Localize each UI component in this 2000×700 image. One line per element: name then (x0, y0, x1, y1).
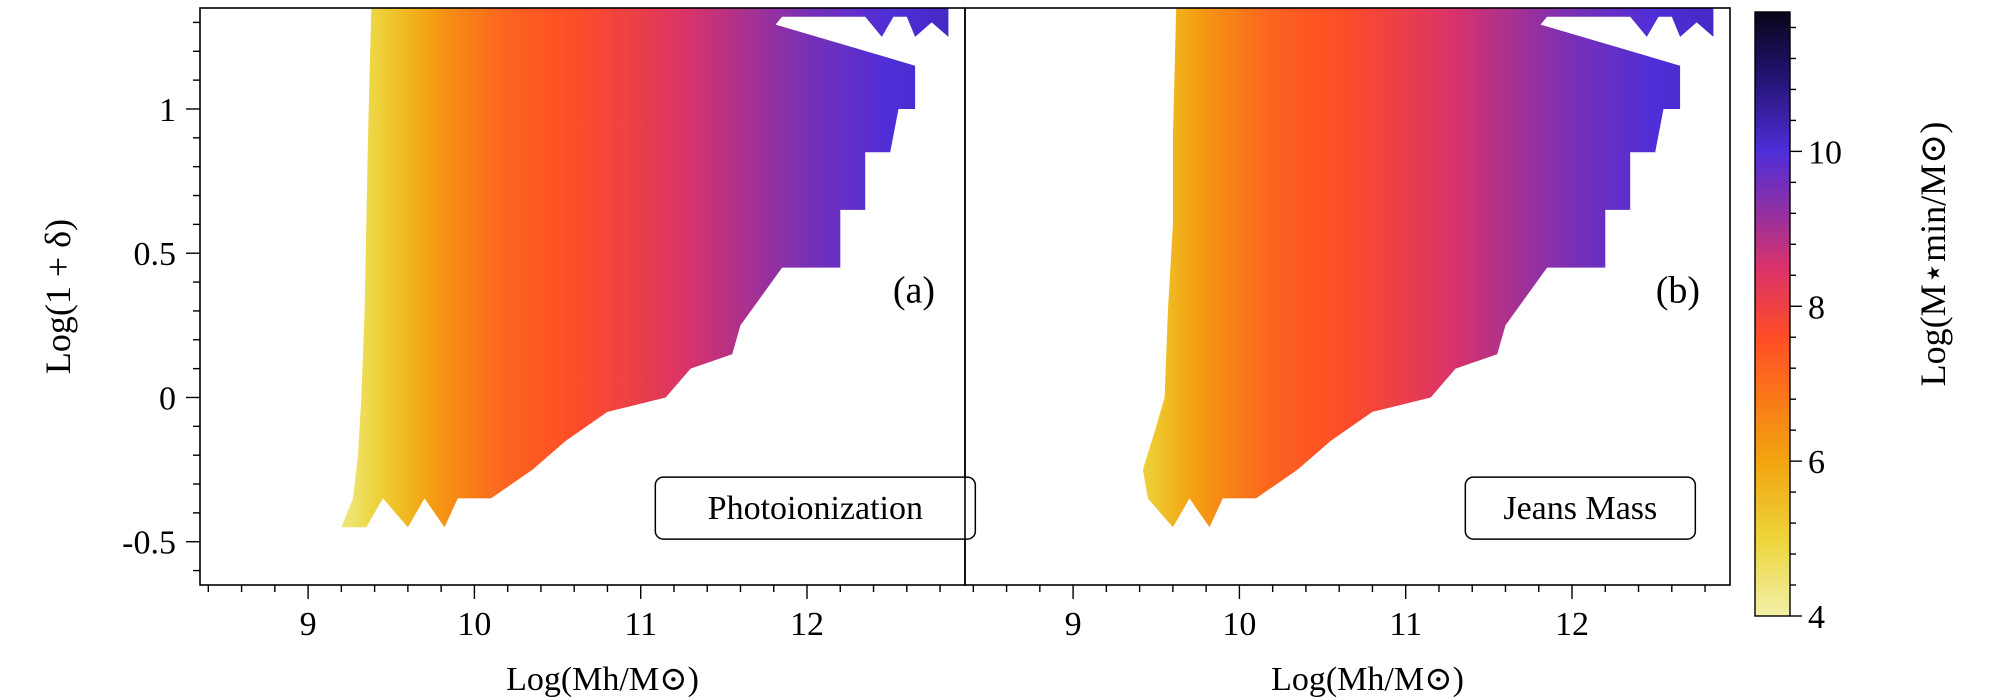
x-tick-label: 10 (457, 606, 491, 643)
panel-a-colormap-fill (341, 8, 949, 528)
x-tick-label: 9 (1065, 606, 1082, 643)
y-axis-label: Log(1 + δ) (38, 219, 78, 374)
colorbar-ticks: 4 6 8 10 (1790, 26, 1842, 636)
panel-a-filled-region (341, 8, 949, 528)
y-tick-label: 0 (159, 380, 176, 417)
y-tick-label: 1 (159, 92, 176, 129)
panel-b-tag: (b) (1656, 269, 1700, 311)
panel-a-tag: (a) (893, 269, 935, 311)
panel-b-filled-region (1142, 8, 1714, 528)
x-tick-label: 11 (1389, 606, 1422, 643)
colorbar-label: Log(M⋆min/M⊙) (1913, 122, 1953, 387)
colorbar-tick-label: 10 (1808, 134, 1842, 171)
colorbar: 4 6 8 10 Log(M⋆min/M⊙) (1754, 11, 1953, 636)
y-tick-label: -0.5 (122, 525, 176, 562)
x-tick-label: 9 (300, 606, 317, 643)
panel-a-axes: 9 10 11 12 -0.5 0 0.5 1 (122, 21, 941, 643)
x-tick-label: 11 (624, 606, 657, 643)
y-tick-label: 0.5 (134, 236, 177, 273)
colorbar-tick-label: 8 (1808, 289, 1825, 326)
x-tick-label: 12 (790, 606, 824, 643)
panel-b-xlabel: Log(Mh/M⊙) (1271, 661, 1464, 698)
colorbar-tick-label: 4 (1808, 599, 1825, 636)
panel-b-label-box: Jeans Mass (1464, 476, 1697, 540)
panel-b-frame (964, 7, 1731, 586)
x-tick-label: 10 (1222, 606, 1256, 643)
x-tick-label: 12 (1555, 606, 1589, 643)
panel-a-label: Photoionization (708, 490, 923, 527)
panel-b: 9 10 11 12 (b) Jeans Mass Log(Mh/M⊙) (964, 7, 1731, 698)
panel-a-label-box: Photoionization (654, 476, 977, 540)
panel-a-xlabel: Log(Mh/M⊙) (506, 661, 699, 698)
panel-b-label: Jeans Mass (1503, 490, 1657, 527)
panel-b-colormap-fill (1142, 8, 1714, 528)
panel-a: 9 10 11 12 -0.5 0 0.5 1 (a) Photoionization Log… (122, 7, 977, 698)
panel-b-axes: 9 10 11 12 (972, 585, 1706, 643)
colorbar-tick-label: 6 (1808, 444, 1825, 481)
colorbar-gradient (1754, 11, 1791, 617)
